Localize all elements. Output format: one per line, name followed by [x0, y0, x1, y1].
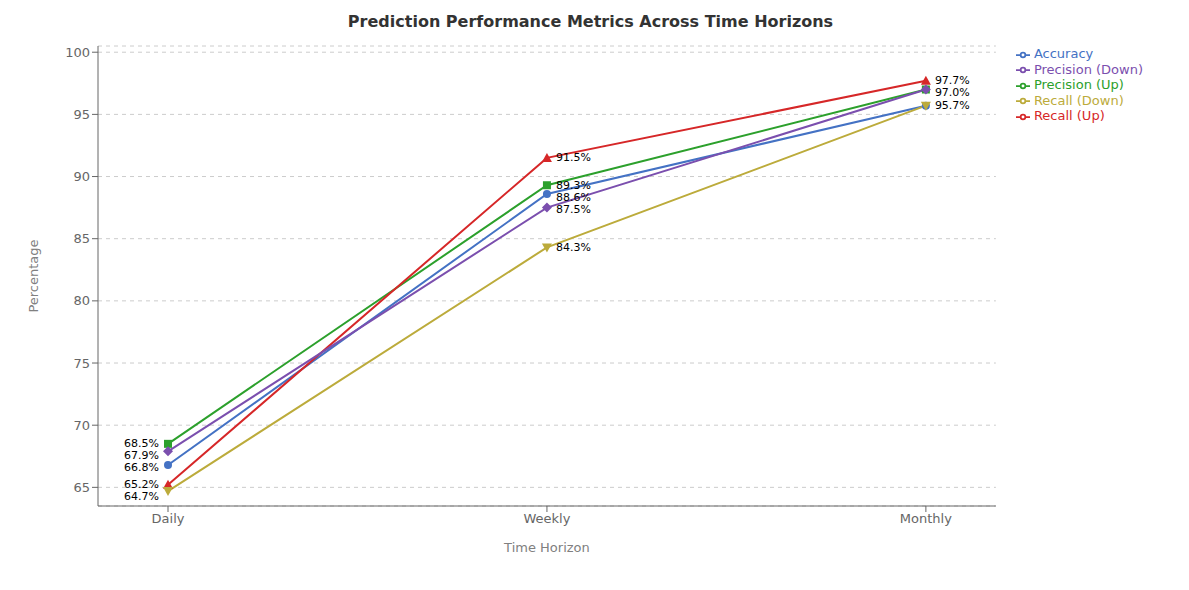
svg-text:88.6%: 88.6% — [555, 190, 591, 204]
svg-text:95: 95 — [73, 107, 90, 122]
svg-text:Monthly: Monthly — [900, 511, 952, 526]
svg-text:Time Horizon: Time Horizon — [503, 540, 590, 555]
svg-text:68.5%: 68.5% — [124, 437, 159, 451]
html-text:Precision (Up): Precision (Up) — [1033, 77, 1124, 92]
svg-text:65.2%: 65.2% — [124, 478, 159, 492]
svg-text:Daily: Daily — [152, 511, 185, 526]
svg-text:89.3%: 89.3% — [555, 178, 591, 192]
svg-text:100: 100 — [65, 45, 90, 60]
html-text:Recall (Up): Recall (Up) — [1033, 108, 1105, 123]
svg-text:91.5%: 91.5% — [556, 151, 591, 164]
html-text:Recall (Down): Recall (Down) — [1033, 92, 1124, 108]
svg-text:97.7%: 97.7% — [934, 74, 970, 88]
svg-text:95.7%: 95.7% — [935, 99, 970, 112]
svg-text:87.5%: 87.5% — [556, 203, 591, 216]
svg-text:67.9%: 67.9% — [124, 449, 159, 463]
svg-text:90: 90 — [73, 169, 90, 184]
html-text:Accuracy: Accuracy — [1033, 46, 1094, 61]
svg-text:80: 80 — [73, 293, 90, 308]
html-text:Prediction Performance Metrics: Prediction Performance Metrics Across Ti… — [347, 12, 834, 31]
svg-text:66.8%: 66.8% — [124, 461, 159, 474]
svg-text:70: 70 — [73, 418, 90, 433]
svg-text:64.7%: 64.7% — [124, 490, 159, 503]
svg-text:97.0%: 97.0% — [935, 86, 970, 99]
svg-text:Weekly: Weekly — [523, 511, 570, 526]
svg-text:84.3%: 84.3% — [556, 241, 591, 254]
svg-text:75: 75 — [73, 356, 90, 371]
svg-text:65: 65 — [73, 480, 90, 495]
svg-text:85: 85 — [73, 231, 90, 246]
html-text:Precision (Down): Precision (Down) — [1033, 61, 1143, 77]
svg-text:Percentage: Percentage — [26, 239, 41, 312]
